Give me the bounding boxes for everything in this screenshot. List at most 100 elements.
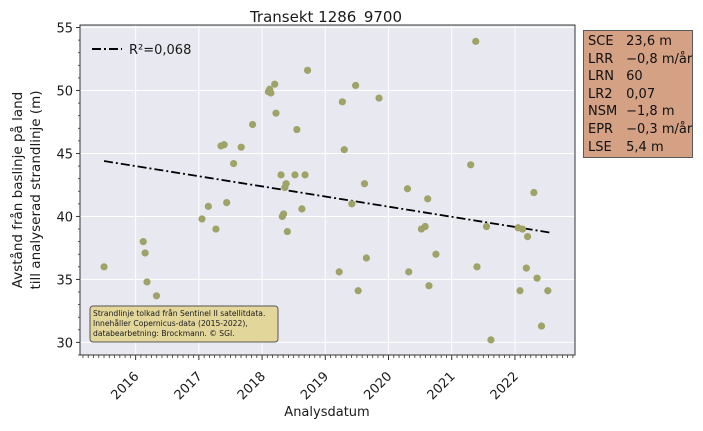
- y-tick-label: 35: [56, 273, 73, 288]
- trend-line-group: [103, 160, 552, 234]
- stat-row-lr2: LR2 0,07: [588, 86, 688, 104]
- data-point: [212, 225, 220, 233]
- y-tick-label: 45: [56, 147, 73, 162]
- x-tick-label: 2022: [488, 369, 522, 403]
- data-point: [487, 336, 495, 344]
- chart-title: Transekt 1286_9700: [249, 8, 402, 27]
- stat-key: LRN: [588, 69, 614, 85]
- data-source-line-1: Strandlinje tolkad från Sentinel II sate…: [93, 309, 265, 318]
- data-point: [301, 171, 309, 179]
- stat-value: 0,07: [626, 86, 656, 102]
- y-tick-label: 55: [56, 22, 73, 37]
- data-point: [522, 264, 530, 272]
- data-point: [293, 125, 301, 134]
- data-point: [348, 200, 356, 208]
- plot-area: [80, 25, 575, 355]
- data-point: [267, 89, 275, 97]
- data-point: [271, 80, 279, 88]
- data-point: [283, 227, 291, 236]
- data-point: [354, 287, 362, 295]
- stat-row-lrn: LRN 60: [588, 68, 688, 86]
- data-point: [152, 292, 161, 300]
- data-point: [424, 195, 432, 203]
- data-points: [100, 37, 552, 344]
- data-point: [220, 141, 228, 149]
- stat-key: LR2: [588, 86, 613, 102]
- data-point: [375, 94, 383, 102]
- shoreline-stats-box: SCE 23,6 m LRR −0,8 m/år LRN 60 LR2 0,07…: [583, 30, 693, 158]
- data-point: [141, 249, 149, 257]
- trend-line: [103, 160, 552, 234]
- data-point: [425, 282, 433, 290]
- data-point: [340, 146, 348, 154]
- stat-row-nsm: NSM −1,8 m: [588, 103, 688, 121]
- x-tick-label: 2017: [172, 369, 206, 403]
- data-point: [338, 98, 346, 106]
- data-point: [516, 287, 524, 295]
- data-point: [143, 278, 151, 286]
- data-point: [473, 263, 481, 271]
- stat-value: 5,4 m: [626, 139, 664, 155]
- data-point: [335, 268, 343, 276]
- stat-key: NSM: [588, 104, 618, 120]
- data-point: [223, 198, 231, 207]
- legend: R²=0,068: [92, 43, 191, 58]
- data-point: [248, 120, 257, 129]
- data-point: [533, 274, 541, 282]
- data-point: [272, 109, 280, 117]
- stat-value: −1,8 m: [626, 104, 675, 120]
- stat-key: LSE: [588, 139, 612, 155]
- x-tick-label: 2018: [235, 369, 269, 403]
- data-point: [279, 210, 288, 218]
- data-point: [403, 185, 412, 193]
- x-tick-label: 2016: [108, 369, 142, 403]
- stat-row-sce: SCE 23,6 m: [588, 33, 688, 51]
- data-point: [482, 222, 491, 231]
- data-point: [303, 66, 312, 74]
- stat-value: −0,8 m/år: [626, 51, 693, 67]
- data-point: [139, 238, 147, 246]
- data-point: [421, 222, 429, 231]
- stat-row-epr: EPR −0,3 m/år: [588, 121, 692, 139]
- data-point: [352, 81, 360, 90]
- stat-row-lrr: LRR −0,8 m/år: [588, 51, 692, 69]
- data-source-note: Strandlinje tolkad från Sentinel II sate…: [89, 305, 279, 343]
- data-point: [537, 322, 546, 330]
- data-point: [277, 171, 285, 179]
- y-axis-label-line-2: till analyserad strandlinje (m): [28, 90, 44, 289]
- stat-key: EPR: [588, 121, 614, 137]
- x-tick-label: 2019: [298, 369, 332, 403]
- x-axis-label: Analysdatum: [284, 405, 369, 420]
- data-point: [282, 180, 290, 188]
- x-tick-label: 2021: [425, 369, 459, 403]
- data-point: [432, 250, 440, 258]
- data-point: [291, 171, 299, 179]
- y-tick-label: 50: [56, 84, 73, 99]
- data-source-line-3: databearbetning: Brockmann. © SGI.: [93, 329, 235, 338]
- stat-key: LRR: [588, 51, 614, 67]
- data-point: [472, 37, 480, 45]
- y-tick-label: 40: [56, 210, 73, 225]
- data-point: [360, 180, 369, 188]
- data-point: [518, 225, 527, 233]
- data-point: [100, 263, 108, 271]
- data-source-line-2: Innehåller Copernicus-data (2015-2022),: [93, 319, 248, 328]
- data-point: [405, 268, 413, 276]
- stat-row-lse: LSE 5,4 m: [588, 139, 688, 157]
- data-point: [467, 161, 475, 169]
- data-point: [204, 202, 212, 210]
- plot-frame: [79, 24, 576, 356]
- data-point: [544, 287, 552, 295]
- data-point: [298, 205, 306, 213]
- data-point: [198, 215, 206, 223]
- y-tick-label: 30: [56, 336, 73, 351]
- legend-label: R²=0,068: [129, 43, 191, 58]
- y-axis-label-line-1: Avstånd från baslinje på land: [9, 92, 26, 288]
- data-point: [237, 143, 245, 151]
- data-point: [530, 188, 538, 197]
- data-point: [362, 254, 370, 262]
- data-point: [230, 159, 238, 168]
- data-source-note-box: [89, 305, 279, 343]
- stat-value: −0,3 m/år: [626, 121, 693, 137]
